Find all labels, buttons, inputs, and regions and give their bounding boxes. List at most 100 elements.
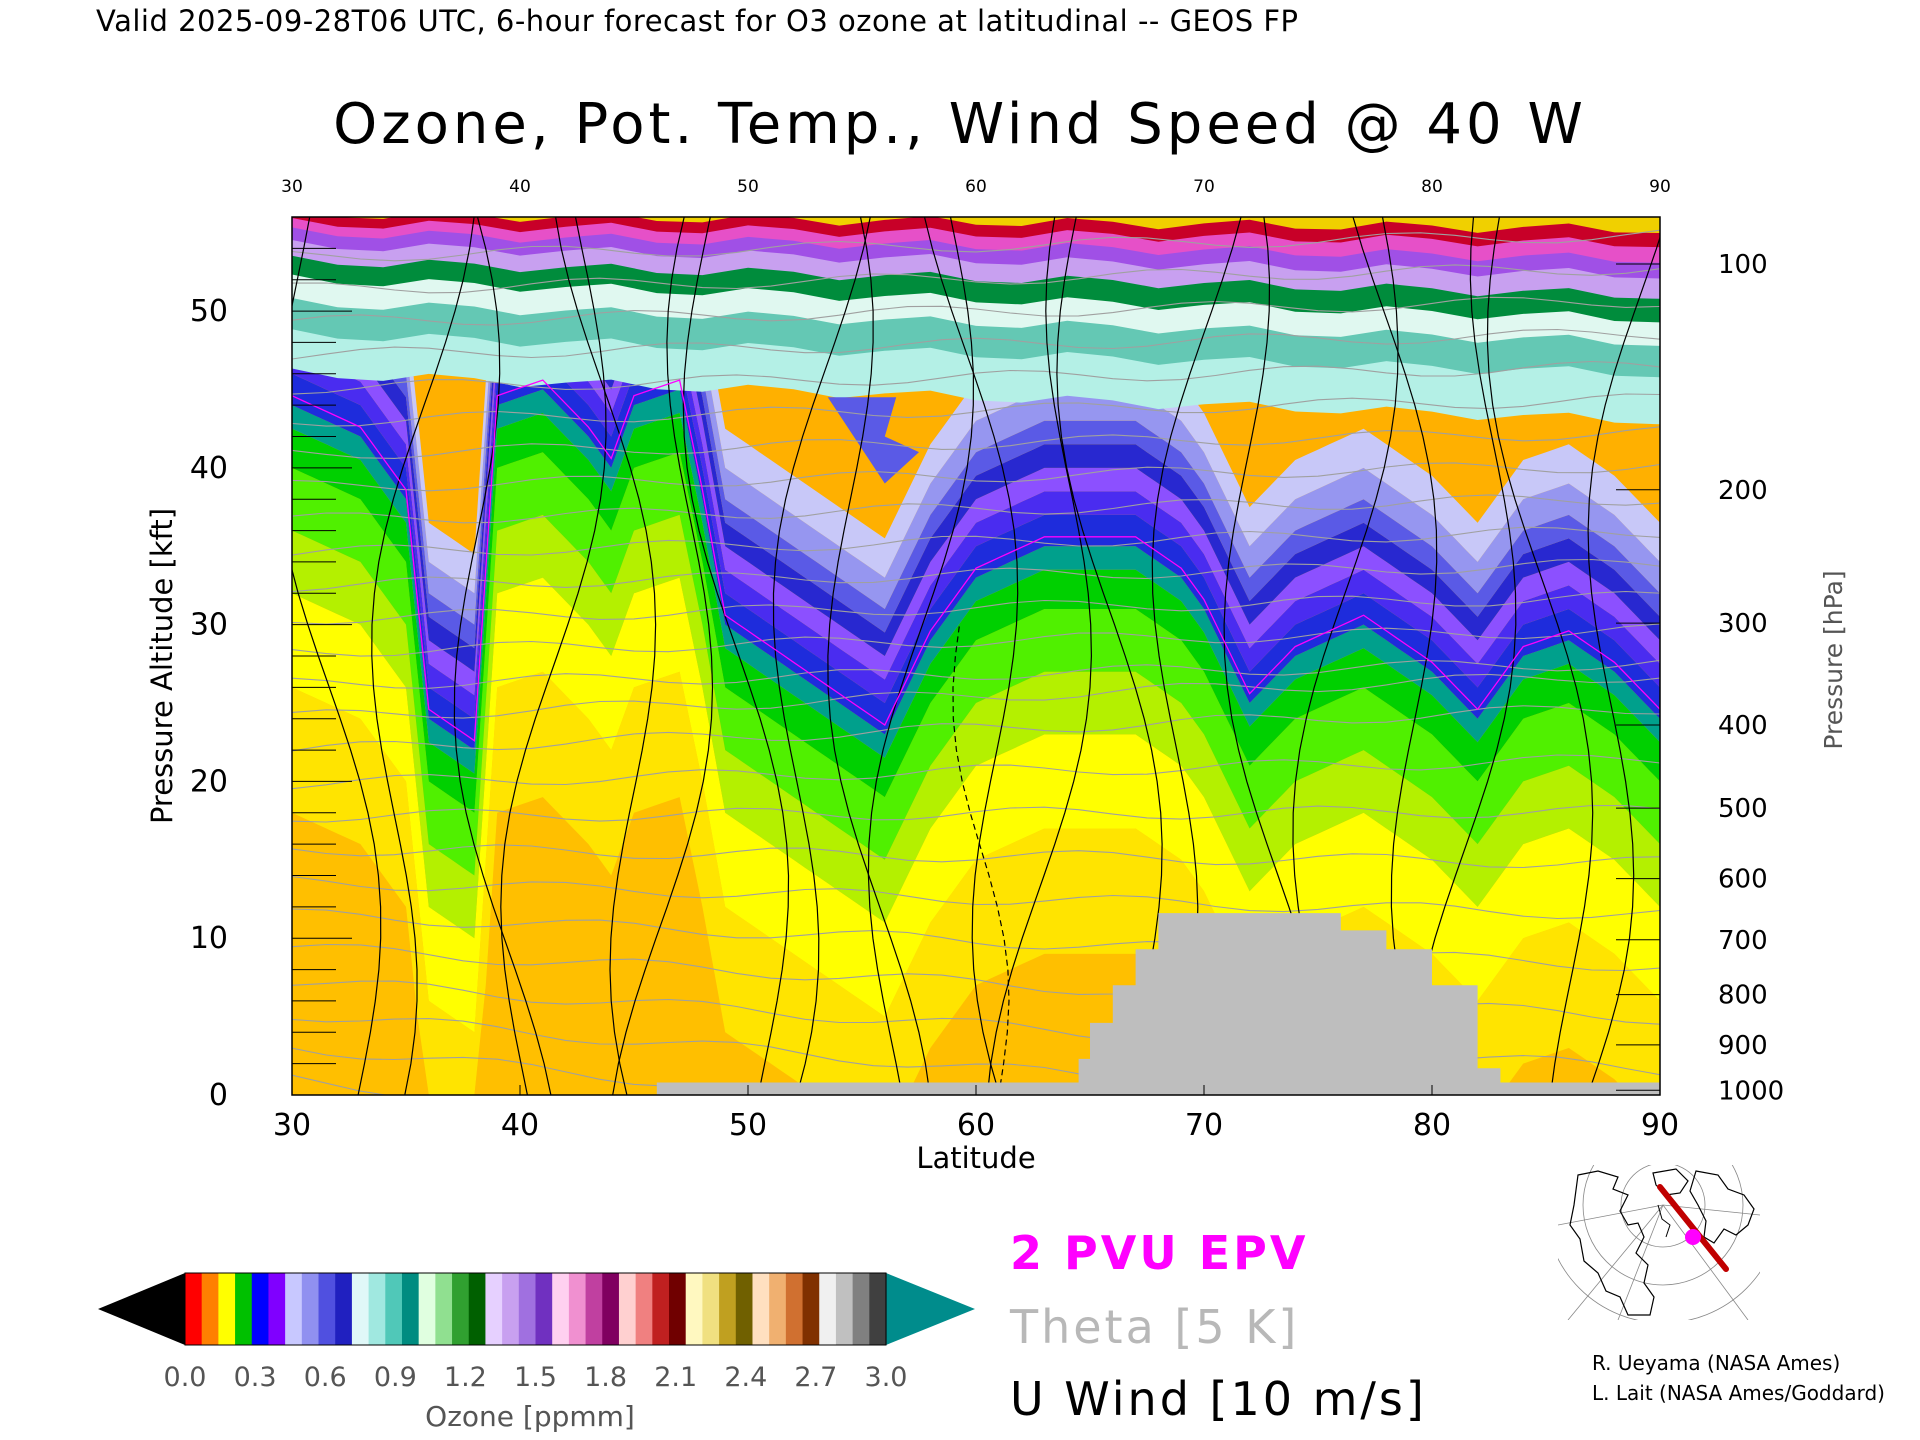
top-x-tick-label: 70 — [1193, 177, 1215, 197]
theta-contour — [292, 328, 1660, 360]
colorbar-segment — [285, 1273, 303, 1345]
theta-contour — [292, 844, 1660, 869]
colorbar-segment — [585, 1273, 603, 1345]
theta-contour — [292, 1018, 1361, 1095]
colorbar-segment — [435, 1273, 453, 1345]
colorbar-tick-label: 0.6 — [303, 1362, 347, 1393]
x-tick-label: 50 — [729, 1108, 767, 1143]
colorbar-segment — [752, 1273, 770, 1345]
y-tick-label: 30 — [190, 608, 228, 643]
colorbar-segment — [869, 1273, 887, 1345]
colorbar-over-triangle — [886, 1273, 975, 1345]
terrain — [292, 913, 1660, 1095]
colorbar-segment — [568, 1273, 587, 1345]
y-tick-label-right: 1000 — [1718, 1076, 1784, 1106]
legend-theta: Theta [5 K] — [1010, 1300, 1300, 1354]
ozone-band-deepblue — [292, 287, 1660, 672]
theta-contour — [292, 659, 1660, 689]
y-tick-label: 0 — [209, 1078, 228, 1113]
epv-2pvu-contour — [292, 379, 1660, 742]
uwind-contour — [1587, 235, 1660, 1095]
y-tick-label: 40 — [190, 451, 228, 486]
ozone-band-lavender — [292, 232, 1660, 625]
theta-contour — [292, 494, 1660, 524]
x-tick-label: 70 — [1185, 1108, 1223, 1143]
colorbar-segment — [301, 1273, 320, 1345]
colorbar-segment — [502, 1273, 520, 1345]
uwind-contour — [453, 217, 552, 1095]
colorbar-segment — [385, 1273, 403, 1345]
uwind-contour — [986, 217, 1093, 1095]
colorbar-segment — [235, 1273, 253, 1345]
top-x-tick-label: 60 — [965, 177, 987, 197]
colorbar-segment — [201, 1273, 219, 1345]
theta-contour — [292, 1047, 840, 1095]
top-x-tick-label: 90 — [1649, 177, 1671, 197]
colorbar-segment — [669, 1273, 687, 1345]
colorbar-segment — [852, 1273, 870, 1345]
uwind-contour — [1410, 217, 1517, 1095]
top-x-tick-label: 50 — [737, 177, 759, 197]
ozone-band-indigo — [292, 334, 1660, 719]
y-tick-label-right: 600 — [1718, 865, 1768, 895]
y-tick-label-right: 500 — [1718, 794, 1768, 824]
uwind-contour — [1056, 217, 1163, 1095]
ozone-band-pale — [292, 217, 1660, 594]
x-axis-label: Latitude — [916, 1141, 1035, 1175]
uwind-contour — [827, 217, 931, 1095]
colorbar-segment — [735, 1273, 754, 1345]
colorbar-tick-label: 1.2 — [443, 1362, 487, 1393]
colorbar-segment — [702, 1273, 720, 1345]
uwind-contour — [555, 217, 657, 1095]
colorbar-tick-label: 0.0 — [163, 1362, 207, 1393]
colorbar-segment — [401, 1273, 420, 1345]
uwind-contour — [371, 217, 475, 1095]
colorbar-segment — [251, 1273, 270, 1345]
colorbar-label: Ozone [ppmm] — [425, 1400, 635, 1433]
x-tick-label: 40 — [501, 1108, 539, 1143]
colorbar-under-triangle — [98, 1273, 185, 1345]
colorbar-tick-label: 3.0 — [864, 1362, 908, 1393]
theta-contour — [292, 264, 1660, 294]
uwind-contour — [1486, 217, 1594, 1095]
y-axis-label-right: Pressure [hPa] — [1819, 570, 1848, 749]
credit-line-2: L. Lait (NASA Ames/Goddard) — [1592, 1381, 1885, 1405]
legend-epv: 2 PVU EPV — [1010, 1226, 1309, 1280]
x-tick-label: 80 — [1413, 1108, 1451, 1143]
ozone-band-orange — [292, 797, 1660, 1095]
colorbar-tick-label: 0.9 — [373, 1362, 417, 1393]
colorbar-tick-label: 1.5 — [514, 1362, 557, 1393]
uwind-contour — [772, 217, 871, 1095]
ozone-band-green — [292, 452, 1660, 876]
chart-title: Ozone, Pot. Temp., Wind Speed @ 40 W — [333, 92, 1587, 157]
theta-contour — [292, 754, 1660, 790]
y-tick-label-right: 700 — [1718, 926, 1768, 956]
colorbar-segment — [769, 1273, 787, 1345]
ozone-intrusion — [827, 397, 919, 484]
colorbar-segment — [719, 1273, 737, 1345]
x-tick-label: 60 — [957, 1108, 995, 1143]
ozone-band-lime — [292, 514, 1660, 939]
colorbar-segment — [802, 1273, 820, 1345]
y-tick-label-right: 300 — [1718, 609, 1768, 639]
colorbar-segment — [652, 1273, 670, 1345]
colorbar-segment — [785, 1273, 804, 1345]
colorbar-tick-label: 1.8 — [584, 1362, 628, 1393]
theta-contour — [292, 558, 1660, 593]
ozone-band-darkgreen — [292, 413, 1660, 813]
credit-line-1: R. Ueyama (NASA Ames) — [1592, 1351, 1841, 1375]
polar-map-icon — [1558, 1165, 1760, 1320]
x-tick-label: 90 — [1641, 1108, 1679, 1143]
colorbar-segment — [368, 1273, 386, 1345]
x-tick-label: 30 — [273, 1108, 311, 1143]
colorbar-tick-label: 2.7 — [794, 1362, 838, 1393]
colorbar-frame — [184, 1272, 887, 1346]
y-tick-label-right: 800 — [1718, 981, 1768, 1011]
ozone-band-periwinkle — [292, 264, 1660, 649]
ozone-band-blue — [292, 358, 1660, 751]
y-tick-label-right: 200 — [1718, 476, 1768, 506]
theta-contour — [292, 526, 1660, 556]
ozone-band-ochre — [337, 217, 1660, 233]
colorbar-tick-label: 2.4 — [724, 1362, 768, 1393]
